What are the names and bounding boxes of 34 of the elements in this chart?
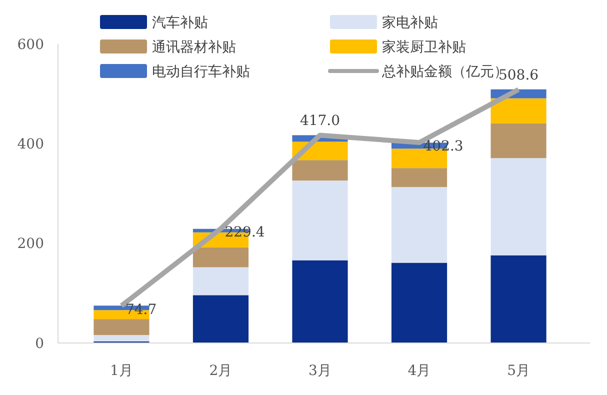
x-tick-label: 2月	[209, 363, 232, 379]
data-label: 417.0	[300, 113, 340, 130]
bar	[94, 335, 150, 342]
bar	[292, 160, 348, 181]
legend-label: 汽车补贴	[152, 14, 208, 31]
x-tick-label: 3月	[308, 363, 332, 379]
legend-label: 家电补贴	[382, 14, 438, 31]
bar	[490, 255, 546, 343]
data-label: 402.3	[423, 138, 464, 155]
data-label: 229.4	[224, 224, 265, 241]
bar	[490, 158, 546, 256]
bar	[292, 180, 348, 260]
x-tick-label: 1月	[110, 363, 133, 379]
bar	[391, 262, 448, 343]
legend-label: 家装厨卫补贴	[382, 39, 466, 56]
x-tick-label: 5月	[507, 363, 530, 379]
bar	[192, 267, 249, 296]
y-tick-label: 400	[17, 136, 44, 153]
data-label: 74.7	[125, 302, 157, 318]
legend-label: 通讯器材补贴	[152, 39, 236, 56]
bar	[192, 247, 249, 268]
y-tick-label: 0	[35, 336, 44, 352]
data-label: 508.6	[498, 68, 539, 84]
y-tick-label: 200	[17, 236, 44, 252]
y-tick-label: 600	[17, 36, 44, 53]
bar	[94, 319, 150, 336]
legend-label: 电动自行车补贴	[152, 64, 250, 80]
x-tick-label: 4月	[408, 363, 431, 379]
bar	[391, 187, 448, 263]
bar	[490, 98, 546, 124]
bar	[292, 260, 348, 343]
bar	[391, 168, 448, 188]
bar	[490, 123, 546, 158]
bar	[192, 295, 249, 343]
